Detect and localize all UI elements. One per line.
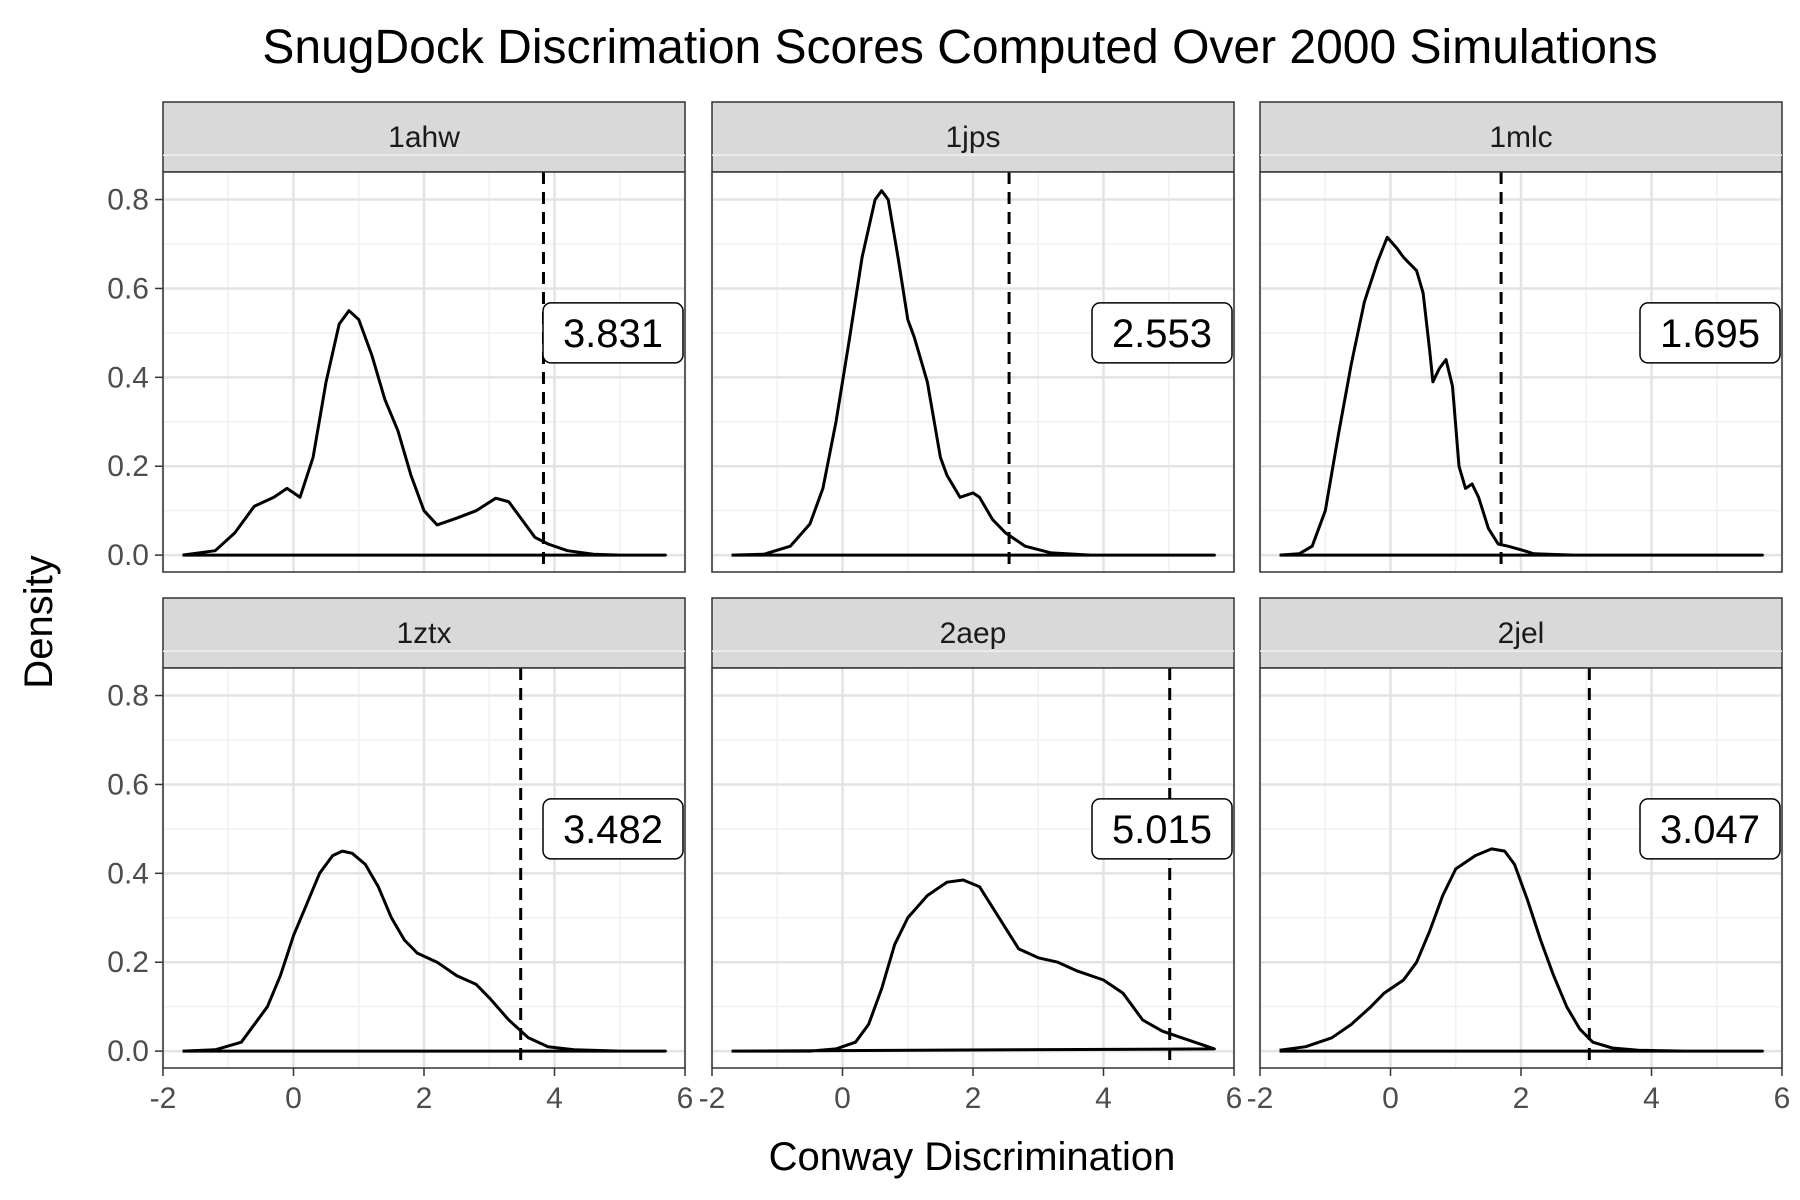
density-curve [1279,235,1764,557]
strip-label: 1mlc [1489,121,1552,154]
x-tick-label: 6 [677,1082,694,1115]
chart-title: SnugDock Discrimation Scores Computed Ov… [262,21,1657,74]
y-axis-title: Density [17,555,61,688]
x-tick-label: 0 [1382,1082,1399,1115]
x-tick-label: -2 [150,1082,177,1115]
y-tick-label: 0.6 [107,272,149,305]
y-tick-label: 0.8 [107,184,149,217]
strip-header [711,101,1235,173]
x-tick-label: 0 [834,1082,851,1115]
x-tick-label: 2 [965,1082,982,1115]
value-label-box [542,798,684,860]
panel-border [162,171,686,573]
x-tick-label: 4 [1643,1082,1660,1115]
density-curve [731,189,1216,557]
value-label-box [1639,798,1781,860]
strip-header [162,597,686,669]
panel-border [711,171,1235,573]
y-tick-label: 0.4 [107,361,149,394]
strip-label: 1jps [945,121,1000,154]
strip-label: 2jel [1498,617,1545,650]
facet-panel-1ztx: 1ztx 3.482 0.0 0.2 0.4 0.6 0.8 -2 0 2 4 6 [107,597,694,1115]
x-tick-label: 2 [1513,1082,1530,1115]
facet-panel-1ahw: 1ahw 3.831 0.0 0.2 0.4 0.6 0.8 [107,101,687,573]
strip-header [162,101,686,173]
value-label: 1.695 [1660,312,1760,356]
density-curve [182,309,667,557]
y-tick-label: 0.0 [107,1035,149,1068]
x-tick-label: 4 [546,1082,563,1115]
strip-label: 1ahw [388,121,460,154]
y-tick-label: 0.6 [107,768,149,801]
strip-label: 1ztx [396,617,451,650]
x-tick-label: 2 [416,1082,433,1115]
value-label: 2.553 [1112,312,1212,356]
value-label: 3.831 [563,312,663,356]
x-tick-label: 6 [1226,1082,1243,1115]
value-label: 3.047 [1660,808,1760,852]
facet-panel-1jps: 1jps 2.553 [710,101,1236,573]
density-curve [1279,847,1764,1053]
value-label-box [1639,302,1781,364]
x-tick-label: 4 [1095,1082,1112,1115]
facet-panel-2aep: 2aep 5.015 -2 0 2 4 6 [699,597,1243,1115]
facet-panel-1mlc: 1mlc 1.695 [1258,101,1784,573]
value-label-box [1091,798,1233,860]
strip-label: 2aep [940,617,1007,650]
strip-header [1259,101,1783,173]
y-tick-label: 0.2 [107,450,149,483]
x-tick-label: 0 [285,1082,302,1115]
y-tick-label: 0.2 [107,946,149,979]
value-label-box [542,302,684,364]
x-tick-label: -2 [699,1082,726,1115]
value-label-box [1091,302,1233,364]
density-curve [731,878,1216,1053]
x-tick-label: -2 [1247,1082,1274,1115]
density-curve [182,849,667,1053]
value-label: 3.482 [563,808,663,852]
value-label: 5.015 [1112,808,1212,852]
x-tick-label: 6 [1774,1082,1791,1115]
x-axis-title: Conway Discrimination [769,1135,1176,1179]
facet-panel-2jel: 2jel 3.047 -2 0 2 4 6 [1247,597,1791,1115]
panel-border [1259,171,1783,573]
y-tick-label: 0.4 [107,857,149,890]
y-tick-label: 0.0 [107,539,149,572]
y-tick-label: 0.8 [107,680,149,713]
